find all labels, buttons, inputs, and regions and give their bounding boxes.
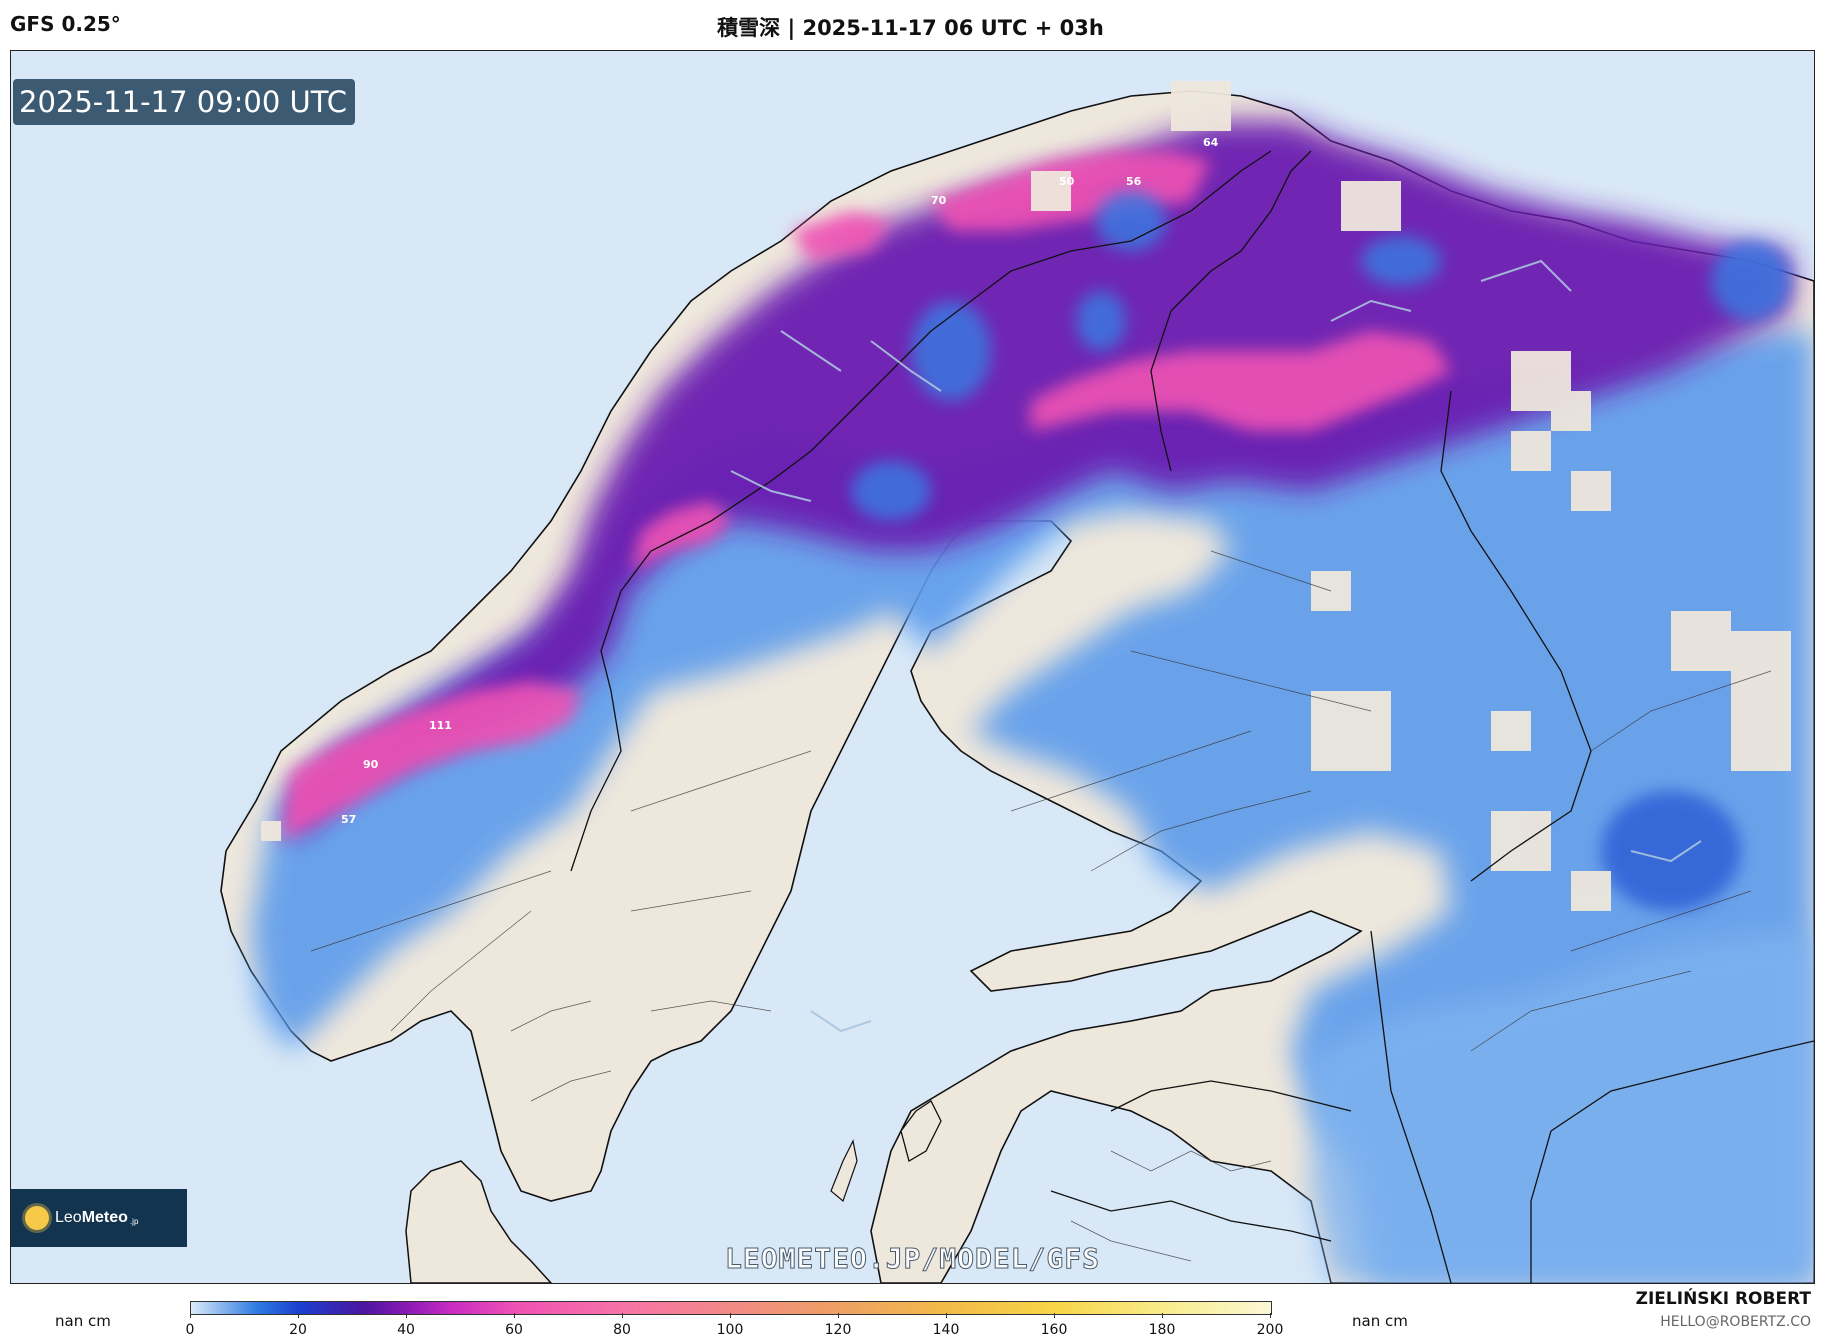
logo-suffix: .jp (129, 1216, 139, 1226)
point-label: 64 (1203, 136, 1219, 149)
land-gotland (900, 1100, 942, 1162)
snow-layer-light-east (1311, 931, 1814, 1283)
colorbar-tick (1054, 1313, 1055, 1318)
colorbar-tick-label: 60 (505, 1322, 523, 1338)
snow-depth-map: 64 50 56 70 111 90 57 2025-11-17 09:00 U… (10, 50, 1815, 1284)
colorbar-tick (1270, 1313, 1271, 1318)
colorbar-tick-label: 80 (613, 1322, 631, 1338)
point-label: 50 (1059, 175, 1075, 188)
region-borders (310, 550, 1772, 1262)
no-snow-patches (261, 81, 1791, 911)
colorbar-tick (190, 1313, 191, 1318)
colorbar-tick-label: 0 (185, 1322, 195, 1338)
point-label: 57 (341, 813, 356, 826)
colorbar-tick-label: 140 (932, 1322, 960, 1338)
author-email[interactable]: HELLO@ROBERTZ.CO (1660, 1314, 1811, 1330)
point-labels: 64 50 56 70 111 90 57 (341, 136, 1219, 826)
logo-text-bold: Meteo (81, 1209, 128, 1226)
point-label: 70 (931, 194, 947, 207)
colorbar-tick (730, 1313, 731, 1318)
colorbar-tick (1162, 1313, 1163, 1318)
colorbar-tick (838, 1313, 839, 1318)
colorbar-tick-label: 180 (1148, 1322, 1176, 1338)
colorbar-tick-label: 20 (289, 1322, 307, 1338)
logo-text-light: Leo (55, 1209, 82, 1226)
point-label: 111 (429, 719, 452, 732)
point-label: 56 (1126, 175, 1142, 188)
country-borders (570, 150, 1814, 1283)
sun-icon (25, 1206, 49, 1230)
map-canvas: 64 50 56 70 111 90 57 (11, 51, 1814, 1283)
colorbar-tick (298, 1313, 299, 1318)
nan-label-right: nan cm (1352, 1312, 1408, 1330)
land-oland (830, 1139, 858, 1203)
colorbar-tick (946, 1313, 947, 1318)
valid-time-badge: 2025-11-17 09:00 UTC (13, 79, 356, 125)
author-name: ZIELIŃSKI ROBERT (1635, 1289, 1811, 1309)
colorbar-tick-label: 100 (716, 1322, 744, 1338)
colorbar-tick-label: 160 (1040, 1322, 1068, 1338)
land-denmark (405, 1160, 553, 1283)
snow-layer-mid (291, 121, 1791, 841)
colorbar (190, 1301, 1272, 1315)
nan-label-left: nan cm (55, 1312, 111, 1330)
colorbar-tick (406, 1313, 407, 1318)
colorbar-tick-label: 200 (1256, 1322, 1284, 1338)
colorbar-tick-label: 120 (824, 1322, 852, 1338)
watermark-url: LEOMETEO.JP/MODEL/GFS (724, 1242, 1100, 1276)
map-title: 積雪深 | 2025-11-17 06 UTC + 03h (717, 16, 1104, 40)
snow-layer-holes (851, 191, 1791, 911)
leometeo-logo[interactable]: Leo Meteo .jp (11, 1189, 187, 1247)
colorbar-tick (622, 1313, 623, 1318)
colorbar-tick (514, 1313, 515, 1318)
model-label: GFS 0.25° (10, 12, 121, 36)
point-label: 90 (363, 758, 379, 771)
colorbar-tick-label: 40 (397, 1322, 415, 1338)
lakes (730, 259, 1702, 1033)
